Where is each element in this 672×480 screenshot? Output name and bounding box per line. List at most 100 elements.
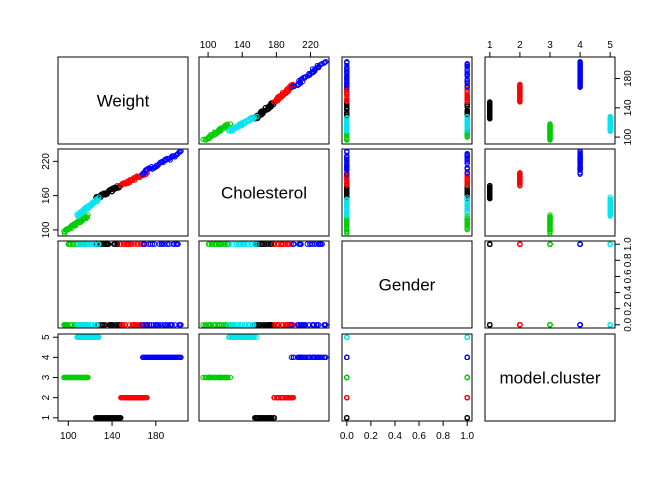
point-cluster-4 (300, 322, 307, 328)
point-cluster-5 (228, 334, 234, 340)
point-cluster-2 (290, 394, 296, 401)
point-cluster-2 (464, 394, 470, 401)
point-cluster-4 (577, 241, 583, 247)
point-cluster-5 (464, 194, 470, 200)
point-cluster-3 (200, 322, 206, 328)
point-cluster-5 (344, 115, 350, 121)
point-cluster-3 (219, 241, 225, 247)
point-cluster-1 (271, 415, 277, 421)
point-cluster-1 (112, 241, 118, 247)
tick-label: 220 (302, 40, 319, 51)
point-cluster-5 (245, 241, 251, 247)
tick-label: 1 (487, 40, 493, 51)
point-cluster-4 (464, 70, 470, 76)
diag-label-Cholesterol: Cholesterol (221, 184, 307, 203)
point-cluster-5 (251, 334, 257, 340)
point-cluster-2 (282, 241, 289, 247)
tick-label: 2 (41, 394, 52, 400)
point-cluster-4 (323, 322, 329, 328)
point-cluster-4 (319, 241, 325, 247)
tick-label: 4 (577, 40, 583, 51)
point-cluster-4 (298, 241, 304, 247)
point-cluster-5 (241, 241, 248, 247)
tick-label: 0.8 (436, 431, 450, 442)
point-cluster-4 (464, 159, 470, 165)
panel-model.cluster-vs-Gender (341, 333, 473, 422)
tick-label: 180 (147, 431, 164, 442)
tick-label: 3 (547, 40, 553, 51)
point-cluster-4 (344, 354, 350, 361)
tick-label: 0.6 (623, 269, 634, 283)
tick-label: 0.2 (623, 301, 634, 315)
panel-Cholesterol-vs-Gender (341, 148, 473, 237)
points (61, 58, 613, 421)
point-cluster-4 (299, 354, 305, 361)
point-cluster-4 (344, 159, 350, 166)
point-cluster-2 (464, 180, 470, 186)
point-cluster-4 (151, 241, 158, 247)
point-cluster-5 (344, 211, 350, 218)
point-cluster-4 (577, 148, 583, 154)
panels: Weight Cholesterol Gender model.cluster (57, 56, 616, 422)
point-cluster-5 (94, 322, 100, 328)
point-cluster-4 (149, 241, 156, 247)
point-cluster-1 (265, 241, 271, 247)
point-cluster-5 (88, 241, 95, 247)
tick-label: 1.0 (460, 431, 474, 442)
point-cluster-2 (144, 394, 150, 401)
point-cluster-1 (114, 241, 121, 247)
point-cluster-4 (464, 60, 470, 67)
point-cluster-3 (344, 218, 350, 224)
point-cluster-2 (344, 394, 350, 401)
tick-label: 5 (607, 40, 613, 51)
point-cluster-5 (248, 334, 255, 340)
point-cluster-4 (160, 322, 167, 328)
point-cluster-4 (464, 150, 470, 157)
point-cluster-1 (487, 182, 493, 189)
tick-label: 140 (234, 40, 251, 51)
point-cluster-5 (251, 322, 257, 328)
point-cluster-5 (75, 241, 81, 247)
point-cluster-4 (323, 354, 329, 361)
point-cluster-3 (85, 374, 91, 381)
diag-label-model.cluster: model.cluster (499, 369, 600, 388)
point-cluster-1 (110, 322, 116, 328)
tick-label: 5 (41, 334, 52, 340)
tick-label: 0.6 (412, 431, 426, 442)
point-cluster-5 (464, 198, 470, 204)
tick-label: 4 (41, 354, 52, 360)
point-cluster-4 (344, 58, 350, 65)
tick-label: 160 (41, 187, 52, 204)
point-cluster-5 (245, 334, 251, 340)
point-cluster-1 (344, 415, 350, 421)
point-cluster-5 (254, 113, 260, 120)
point-cluster-2 (118, 241, 124, 247)
point-cluster-3 (224, 374, 230, 381)
tick-label: 0.0 (340, 431, 354, 442)
point-cluster-5 (249, 322, 255, 328)
panel-Gender-vs-model.cluster (484, 240, 616, 329)
point-cluster-4 (304, 354, 310, 361)
point-cluster-5 (232, 322, 238, 328)
tick-label: 0.8 (623, 253, 634, 267)
point-cluster-4 (159, 241, 166, 247)
point-cluster-3 (547, 212, 553, 218)
point-cluster-4 (304, 241, 310, 247)
panel-Gender-vs-Cholesterol (198, 240, 330, 329)
panel-Gender-vs-Weight (57, 240, 189, 329)
point-cluster-1 (269, 415, 275, 421)
point-cluster-5 (344, 197, 350, 204)
point-cluster-5 (344, 208, 350, 214)
point-cluster-5 (254, 334, 260, 340)
point-cluster-3 (211, 241, 218, 247)
point-cluster-2 (128, 241, 135, 247)
point-cluster-3 (547, 322, 553, 328)
point-cluster-5 (607, 113, 613, 120)
point-cluster-5 (464, 113, 470, 120)
tick-label: 140 (104, 431, 121, 442)
point-cluster-2 (517, 81, 523, 88)
point-cluster-4 (288, 354, 295, 361)
point-cluster-5 (230, 241, 236, 247)
point-cluster-2 (288, 241, 294, 247)
point-cluster-5 (228, 322, 234, 328)
